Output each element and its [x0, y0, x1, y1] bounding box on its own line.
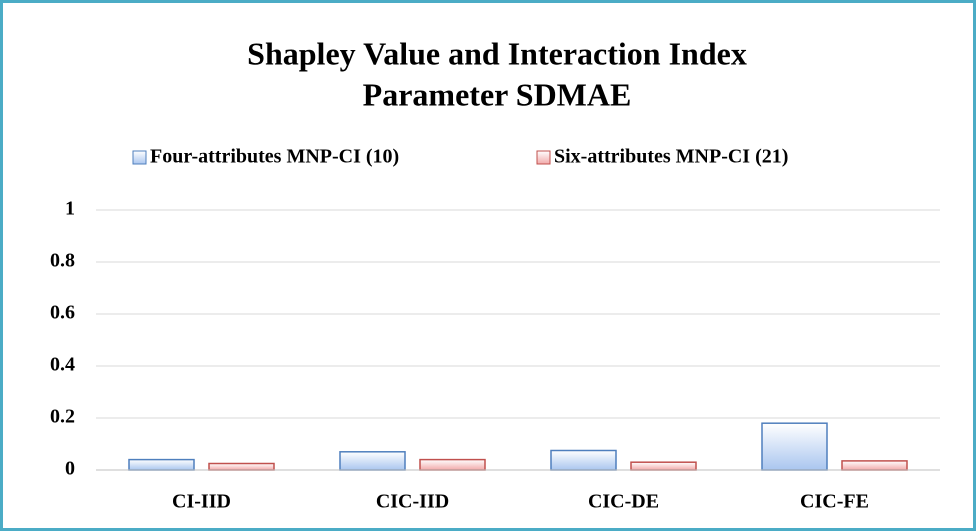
- bar: [208, 462, 275, 471]
- x-tick-label: CIC-IID: [376, 491, 449, 513]
- bar: [630, 461, 697, 471]
- legend-label: Six-attributes MNP-CI (21): [554, 146, 788, 168]
- x-tick-label: CIC-DE: [588, 491, 659, 513]
- y-tick-label: 0.6: [50, 302, 75, 324]
- x-tick-label: CI-IID: [172, 491, 231, 513]
- y-tick-label: 0.2: [50, 406, 75, 428]
- chart-subtitle: Parameter SDMAE: [363, 76, 632, 112]
- legend-swatch: [536, 150, 551, 165]
- bar: [550, 449, 617, 471]
- chart-title: Shapley Value and Interaction Index: [247, 35, 747, 71]
- y-tick-label: 1: [65, 198, 75, 220]
- y-tick-label: 0.8: [50, 250, 75, 272]
- legend-label: Four-attributes MNP-CI (10): [150, 146, 399, 168]
- legend-swatch: [132, 150, 147, 165]
- bar: [419, 458, 486, 471]
- y-tick-label: 0.4: [50, 354, 75, 376]
- bar: [841, 460, 908, 471]
- y-tick-label: 0: [65, 458, 75, 480]
- bar: [761, 422, 828, 471]
- bar: [339, 451, 406, 471]
- x-tick-label: CIC-FE: [800, 491, 869, 513]
- bar: [128, 458, 195, 471]
